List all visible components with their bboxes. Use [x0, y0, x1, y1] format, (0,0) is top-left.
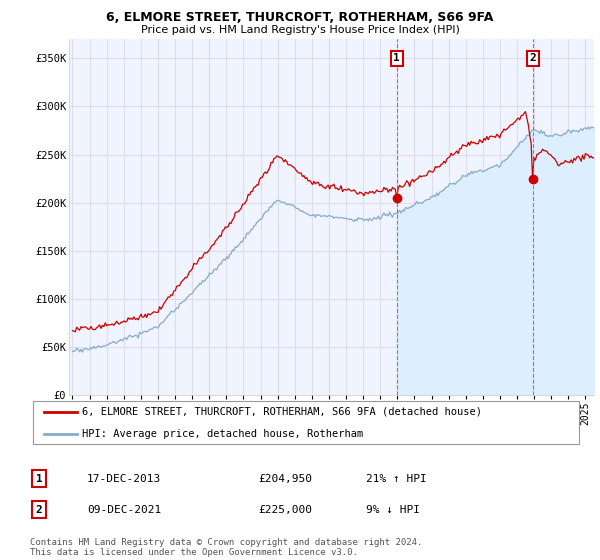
Text: 6, ELMORE STREET, THURCROFT, ROTHERHAM, S66 9FA: 6, ELMORE STREET, THURCROFT, ROTHERHAM, …	[106, 11, 494, 24]
Text: 1: 1	[393, 53, 400, 63]
Text: 2: 2	[35, 505, 43, 515]
Text: 09-DEC-2021: 09-DEC-2021	[87, 505, 161, 515]
Text: £225,000: £225,000	[258, 505, 312, 515]
Text: HPI: Average price, detached house, Rotherham: HPI: Average price, detached house, Roth…	[82, 429, 364, 439]
Text: 6, ELMORE STREET, THURCROFT, ROTHERHAM, S66 9FA (detached house): 6, ELMORE STREET, THURCROFT, ROTHERHAM, …	[82, 407, 482, 417]
Text: 9% ↓ HPI: 9% ↓ HPI	[366, 505, 420, 515]
Text: £204,950: £204,950	[258, 474, 312, 484]
Text: 21% ↑ HPI: 21% ↑ HPI	[366, 474, 427, 484]
FancyBboxPatch shape	[33, 402, 579, 444]
Text: 2: 2	[530, 53, 536, 63]
Text: Contains HM Land Registry data © Crown copyright and database right 2024.
This d: Contains HM Land Registry data © Crown c…	[30, 538, 422, 557]
Text: Price paid vs. HM Land Registry's House Price Index (HPI): Price paid vs. HM Land Registry's House …	[140, 25, 460, 35]
Text: 17-DEC-2013: 17-DEC-2013	[87, 474, 161, 484]
Text: 1: 1	[35, 474, 43, 484]
